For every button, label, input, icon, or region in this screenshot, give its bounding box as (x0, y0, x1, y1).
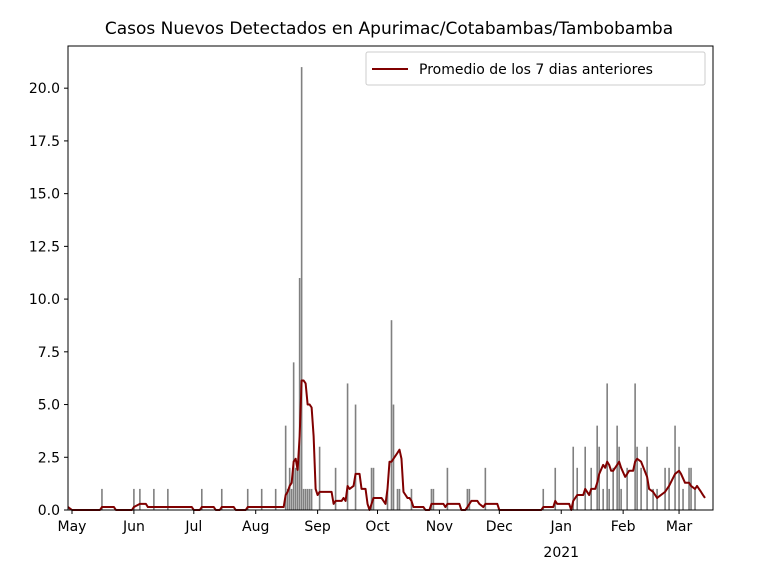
y-tick-label: 15.0 (29, 187, 60, 203)
y-tick-label: 17.5 (29, 134, 60, 150)
x-tick-label: Feb (611, 519, 636, 535)
bar (302, 488, 305, 510)
line-series (67, 379, 706, 511)
bar (294, 467, 297, 510)
bar (386, 488, 389, 510)
y-tick-label: 2.5 (38, 450, 60, 466)
x-tick-label: Aug (242, 519, 269, 535)
bar (640, 467, 642, 510)
bar (576, 467, 579, 510)
bar (200, 488, 203, 510)
x-tick-label: Oct (365, 519, 390, 535)
bar (167, 488, 169, 510)
bar (678, 446, 680, 510)
bar (398, 488, 401, 510)
y-tick-label: 10.0 (29, 292, 60, 308)
bar (682, 488, 684, 510)
bar (284, 425, 287, 510)
bar (153, 488, 155, 510)
bar (634, 383, 636, 510)
bar (668, 467, 670, 510)
x-tick-label: Jun (122, 519, 145, 535)
x-tick-label: Mar (666, 519, 693, 535)
y-tick-label: 7.5 (38, 345, 60, 361)
bar (664, 467, 666, 510)
bar (674, 425, 676, 510)
y-tick-label: 12.5 (29, 239, 60, 255)
plot-frame (67, 45, 714, 511)
bar (602, 488, 604, 510)
bar (554, 467, 557, 510)
bar (286, 488, 289, 510)
bar (542, 488, 545, 510)
bar (246, 488, 249, 510)
legend-label: Promedio de los 7 dias anteriores (419, 62, 653, 78)
legend-box (365, 51, 706, 86)
bar (390, 320, 393, 510)
average-line (67, 379, 706, 511)
bar (220, 488, 223, 510)
bar (274, 488, 277, 510)
bar (101, 488, 103, 510)
bar (620, 488, 622, 510)
bar (690, 467, 692, 510)
bar (292, 362, 295, 510)
bar (334, 467, 337, 510)
bar (298, 278, 301, 510)
x-tick-year-label: 2021 (543, 545, 579, 561)
legend: Promedio de los 7 dias anteriores (365, 51, 706, 86)
x-tick-label: May (58, 519, 87, 535)
y-tick-label: 20.0 (29, 81, 60, 97)
bar (290, 488, 293, 510)
bar (354, 404, 357, 510)
bar (372, 467, 375, 510)
bar (370, 467, 373, 510)
bar (656, 488, 658, 510)
bar (300, 67, 303, 510)
bar (139, 488, 141, 510)
chart-title: Casos Nuevos Detectados en Apurimac/Cota… (105, 19, 673, 39)
x-tick-label: Nov (426, 519, 453, 535)
bar (304, 488, 307, 510)
bar (626, 467, 628, 510)
bar (296, 467, 299, 510)
bar (484, 467, 487, 510)
bar (308, 488, 311, 510)
x-tick-label: Jul (184, 519, 202, 535)
bar (430, 488, 433, 510)
bar (616, 425, 618, 510)
x-tick-label: Dec (486, 519, 513, 535)
axes: 0.0 2.5 5.0 7.5 10.0 12.5 15.0 17.5 20.0 May Jun Ju… (29, 45, 714, 561)
bar (310, 488, 313, 510)
bar (306, 488, 309, 510)
bar (606, 383, 608, 510)
x-tick-label: Jan (549, 519, 572, 535)
bar (694, 488, 696, 510)
bar (618, 446, 620, 510)
bar (133, 488, 135, 510)
x-tick-label: Sep (304, 519, 331, 535)
bar (688, 467, 690, 510)
bar (260, 488, 263, 510)
bar (584, 446, 586, 510)
bar (636, 446, 638, 510)
bar (396, 488, 399, 510)
bar (612, 467, 614, 510)
bar (432, 488, 435, 510)
bar (466, 488, 469, 510)
bar (572, 446, 575, 510)
bar (446, 467, 449, 510)
bar (346, 383, 349, 510)
bar (318, 446, 321, 510)
y-tick-label: 5.0 (38, 398, 60, 414)
bar (652, 488, 654, 510)
bar (596, 425, 598, 510)
bar (608, 488, 610, 510)
y-tick-label: 0.0 (38, 503, 60, 519)
bar (468, 488, 471, 510)
